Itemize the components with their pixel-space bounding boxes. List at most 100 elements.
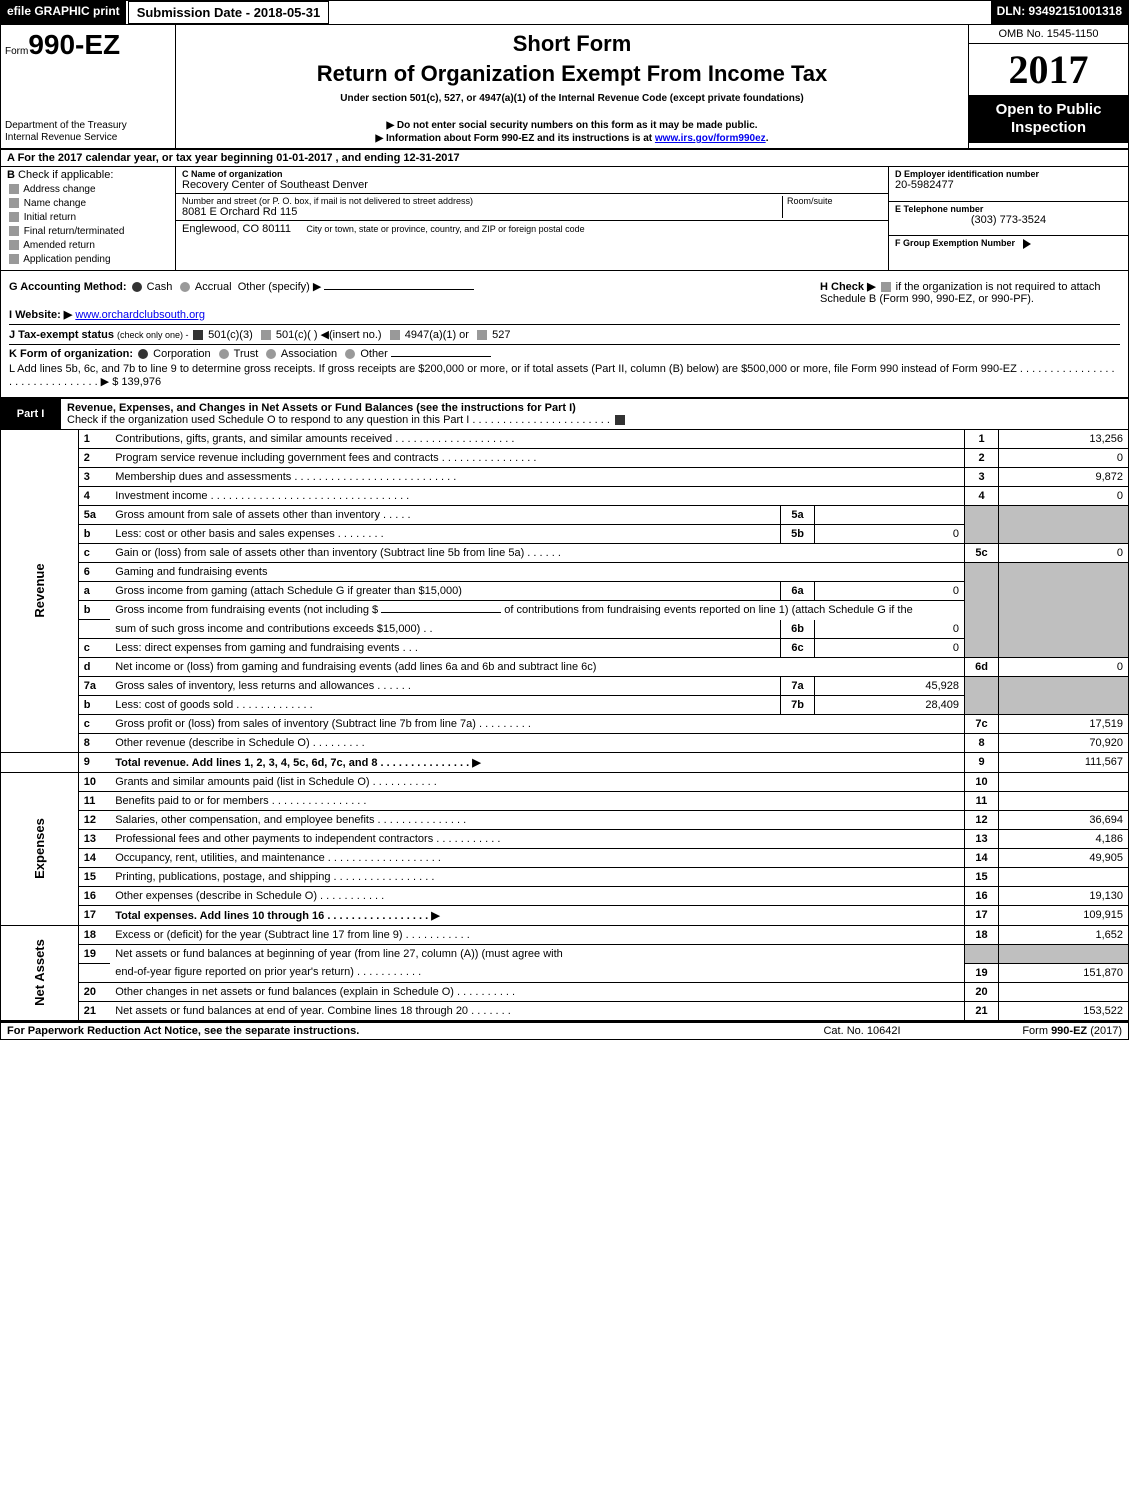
part-i-table: Revenue 1 Contributions, gifts, grants, … (0, 430, 1129, 1021)
line-18-ln: 18 (965, 925, 999, 944)
section-a-mid: , and ending (336, 152, 404, 164)
radio-trust[interactable] (219, 349, 229, 359)
line-1-desc: Contributions, gifts, grants, and simila… (110, 430, 964, 449)
chk-4947[interactable] (390, 330, 400, 340)
line-6c-num: c (78, 638, 110, 657)
radio-other-org[interactable] (345, 349, 355, 359)
form-header: Form990-EZ Department of the Treasury In… (0, 25, 1129, 150)
line-20-val (999, 982, 1129, 1001)
city-label: City or town, state or province, country… (306, 224, 584, 234)
line-10-ln: 10 (965, 772, 999, 791)
form-number: Form990-EZ (5, 29, 171, 61)
line-6b2-num (78, 620, 110, 639)
info-link-line: ▶ Information about Form 990-EZ and its … (184, 133, 960, 144)
line-6b-num: b (78, 601, 110, 620)
return-title: Return of Organization Exempt From Incom… (184, 61, 960, 87)
chk-501c[interactable] (261, 330, 271, 340)
chk-initial-return[interactable]: Initial return (7, 212, 169, 223)
line-12-val: 36,694 (999, 810, 1129, 829)
corporation-label: Corporation (153, 348, 210, 360)
line-18-desc: Excess or (deficit) for the year (Subtra… (110, 925, 964, 944)
section-a-row: A For the 2017 calendar year, or tax yea… (0, 150, 1129, 167)
short-form-title: Short Form (184, 31, 960, 57)
line-5a-subnum: 5a (781, 506, 815, 525)
line-7a-desc: Gross sales of inventory, less returns a… (110, 676, 780, 695)
line-7c-desc: Gross profit or (loss) from sales of inv… (110, 714, 964, 733)
chk-name-change[interactable]: Name change (7, 198, 169, 209)
line-7c-num: c (78, 714, 110, 733)
line-3-ln: 3 (965, 468, 999, 487)
chk-application-pending[interactable]: Application pending (7, 254, 169, 265)
website-link[interactable]: www.orchardclubsouth.org (75, 309, 205, 321)
c-label: C Name of organization (182, 169, 882, 179)
tax-year-begin: 01-01-2017 (276, 152, 332, 164)
line-21-ln: 21 (965, 1001, 999, 1020)
b-label: B (7, 169, 15, 181)
line-6a-subnum: 6a (781, 582, 815, 601)
line-1-ln: 1 (965, 430, 999, 449)
section-a-pre: A For the 2017 calendar year, or tax yea… (7, 152, 276, 164)
line-6c-subnum: 6c (781, 638, 815, 657)
other-specify-label: Other (specify) ▶ (238, 281, 322, 293)
chk-527[interactable] (477, 330, 487, 340)
chk-address-change[interactable]: Address change (7, 184, 169, 195)
line-9-ln: 9 (965, 752, 999, 772)
line-11-num: 11 (78, 791, 110, 810)
line-20-ln: 20 (965, 982, 999, 1001)
line-6d-desc: Net income or (loss) from gaming and fun… (110, 657, 964, 676)
chk-schedule-o[interactable] (615, 415, 625, 425)
line-5b-num: b (78, 525, 110, 544)
line-6a-num: a (78, 582, 110, 601)
department-label: Department of the Treasury Internal Reve… (5, 120, 171, 144)
line-6a-desc: Gross income from gaming (attach Schedul… (110, 582, 780, 601)
line-19b-ln: 19 (965, 963, 999, 982)
chk-final-return[interactable]: Final return/terminated (7, 226, 169, 237)
trust-label: Trust (234, 348, 259, 360)
irs-link[interactable]: www.irs.gov/form990ez (655, 133, 766, 144)
line-14-num: 14 (78, 848, 110, 867)
line-9-desc: Total revenue. Add lines 1, 2, 3, 4, 5c,… (110, 752, 964, 772)
line-13-num: 13 (78, 829, 110, 848)
expenses-side-label: Expenses (32, 815, 47, 882)
line-5c-ln: 5c (965, 544, 999, 563)
f-label: F Group Exemption Number (895, 238, 1122, 249)
l-text: L Add lines 5b, 6c, and 7b to line 9 to … (9, 363, 1120, 388)
part-i-header: Part I Revenue, Expenses, and Changes in… (0, 398, 1129, 430)
line-3-val: 9,872 (999, 468, 1129, 487)
check-if-applicable: Check if applicable: (18, 169, 113, 181)
line-6-desc: Gaming and fundraising events (110, 563, 964, 582)
line-6a-subval: 0 (815, 582, 965, 601)
radio-corporation[interactable] (138, 349, 148, 359)
line-21-desc: Net assets or fund balances at end of ye… (110, 1001, 964, 1020)
line-7a-num: 7a (78, 676, 110, 695)
line-10-num: 10 (78, 772, 110, 791)
line-21-val: 153,522 (999, 1001, 1129, 1020)
line-5b-subval: 0 (815, 525, 965, 544)
radio-cash[interactable] (132, 282, 142, 292)
line-17-desc: Total expenses. Add lines 10 through 16 … (110, 905, 964, 925)
g-through-l-block: G Accounting Method: Cash Accrual Other … (0, 271, 1129, 398)
line-17-ln: 17 (965, 905, 999, 925)
ein-value: 20-5982477 (895, 179, 1122, 191)
line-5c-val: 0 (999, 544, 1129, 563)
line-17-num: 17 (78, 905, 110, 925)
line-4-desc: Investment income . . . . . . . . . . . … (110, 487, 964, 506)
line-6d-ln: 6d (965, 657, 999, 676)
h-label: H Check ▶ (820, 281, 879, 293)
chk-501c3[interactable] (193, 330, 203, 340)
radio-accrual[interactable] (180, 282, 190, 292)
line-15-ln: 15 (965, 867, 999, 886)
line-6c-desc: Less: direct expenses from gaming and fu… (110, 638, 780, 657)
chk-schedule-b[interactable] (881, 282, 891, 292)
line-4-val: 0 (999, 487, 1129, 506)
line-21-num: 21 (78, 1001, 110, 1020)
line-2-desc: Program service revenue including govern… (110, 449, 964, 468)
part-i-label: Part I (1, 399, 61, 429)
line-2-num: 2 (78, 449, 110, 468)
i-label: I Website: ▶ (9, 309, 72, 321)
radio-association[interactable] (266, 349, 276, 359)
net-assets-side-label: Net Assets (32, 939, 47, 1006)
line-18-val: 1,652 (999, 925, 1129, 944)
entity-block: B Check if applicable: Address change Na… (0, 167, 1129, 271)
chk-amended-return[interactable]: Amended return (7, 240, 169, 251)
